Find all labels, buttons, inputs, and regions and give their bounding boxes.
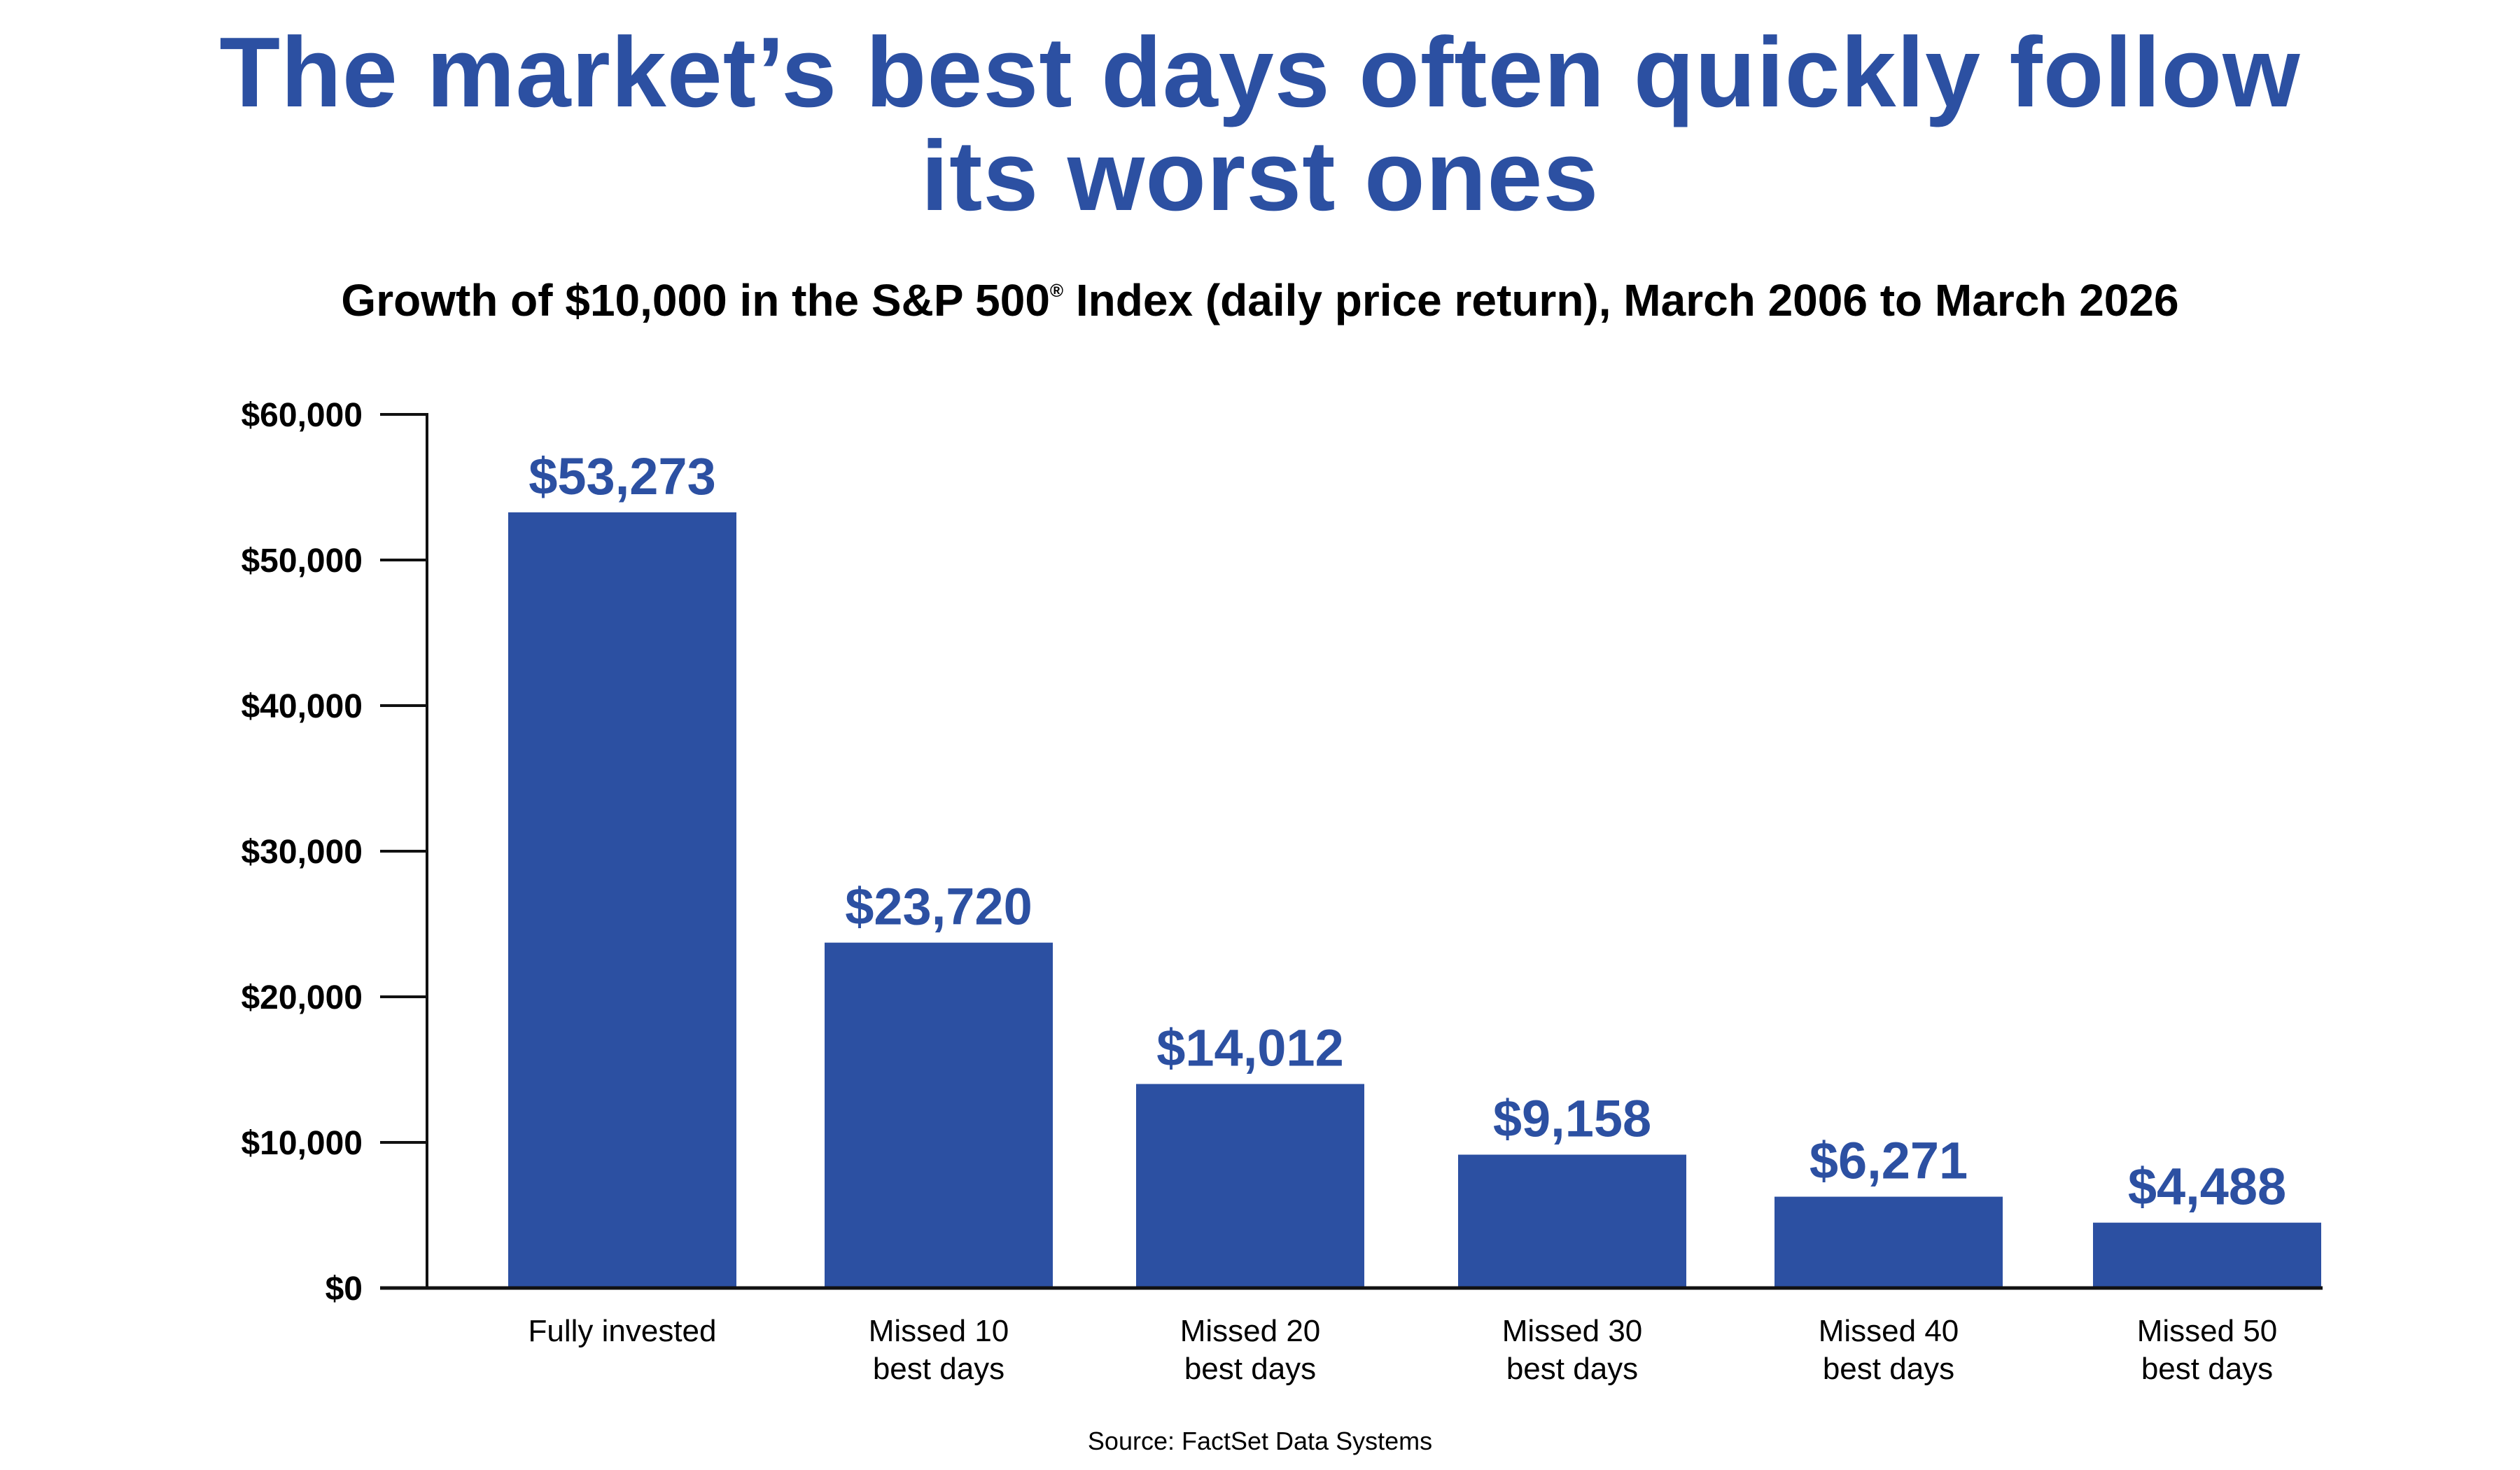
source-note: Source: FactSet Data Systems xyxy=(1087,1427,1433,1455)
category-label: best days xyxy=(2141,1352,2273,1386)
title-line-2: its worst ones xyxy=(920,120,1600,232)
subtitle-text: Growth of $10,000 in the S&P 500 xyxy=(341,275,1050,326)
category-label: Missed 50 xyxy=(2137,1314,2278,1348)
data-label: $6,271 xyxy=(1809,1132,1968,1190)
category-label: best days xyxy=(873,1352,1004,1386)
bar xyxy=(1136,1084,1364,1288)
category-label: best days xyxy=(1184,1352,1316,1386)
subtitle-text-rest: Index (daily price return), March 2006 t… xyxy=(1063,275,2179,326)
category-label: best days xyxy=(1823,1352,1954,1386)
category-label: Missed 20 xyxy=(1180,1314,1321,1348)
category-label: best days xyxy=(1506,1352,1638,1386)
bar xyxy=(825,942,1053,1288)
data-label: $4,488 xyxy=(2128,1158,2286,1216)
category-label: Missed 40 xyxy=(1819,1314,1959,1348)
y-tick-label: $60,000 xyxy=(241,397,363,434)
y-tick-label: $0 xyxy=(326,1270,363,1308)
category-label: Fully invested xyxy=(528,1314,716,1348)
data-label: $53,273 xyxy=(528,447,716,505)
bar xyxy=(1774,1196,2003,1288)
title-line-1: The market’s best days often quickly fol… xyxy=(219,17,2301,128)
y-tick-label: $20,000 xyxy=(241,979,363,1016)
y-tick-label: $50,000 xyxy=(241,542,363,580)
data-label: $14,012 xyxy=(1156,1019,1344,1077)
chart-title: The market’s best days often quickly fol… xyxy=(0,21,2520,228)
data-label: $23,720 xyxy=(845,878,1032,936)
y-tick-label: $40,000 xyxy=(241,688,363,725)
category-label: Missed 10 xyxy=(869,1314,1009,1348)
y-tick-label: $30,000 xyxy=(241,834,363,871)
bar xyxy=(1458,1154,1686,1288)
bar xyxy=(508,512,736,1288)
y-tick-label: $10,000 xyxy=(241,1125,363,1162)
bar xyxy=(2093,1222,2321,1288)
data-label: $9,158 xyxy=(1493,1090,1651,1148)
category-label: Missed 30 xyxy=(1502,1314,1643,1348)
chart-subtitle: Growth of $10,000 in the S&P 500® Index … xyxy=(0,274,2520,326)
registered-mark: ® xyxy=(1049,280,1064,301)
